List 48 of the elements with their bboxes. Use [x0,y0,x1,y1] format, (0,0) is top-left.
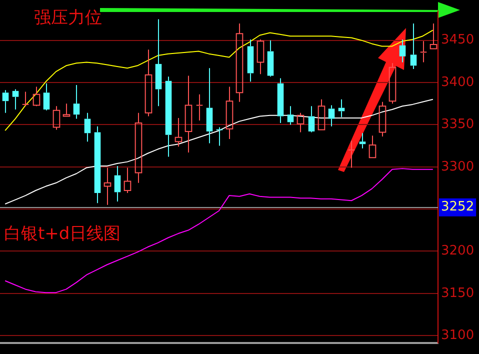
candlestick [368,135,376,158]
candlestick [84,112,91,142]
candlestick [236,22,244,102]
candlestick [165,76,172,158]
candlestick [124,167,132,194]
candlestick [2,90,9,114]
candlestick [328,104,335,127]
candlestick [94,126,101,204]
candlestick [296,112,304,133]
candlestick [155,18,162,107]
candlestick [287,106,294,126]
candlestick [267,40,274,78]
candlestick [22,91,30,107]
y-tick-label: 3450 [441,32,474,48]
candlestick [43,82,50,111]
candlestick [134,112,142,184]
candlestick [277,78,284,124]
candlestick [73,84,80,120]
candlestick [348,140,356,168]
candlestick [104,167,112,206]
candlestick [308,106,315,133]
candlestick [430,22,438,50]
candlestick [184,75,192,154]
y-tick-label: 3300 [441,159,474,174]
y-tick-label: 3200 [441,244,474,259]
annotation: 强压力位 [34,7,102,29]
candlestick [247,38,254,82]
candlestick [399,38,406,63]
candlestick [206,68,213,144]
y-tick-label: 3100 [441,328,474,343]
candlestick [144,49,152,117]
y-tick-label: 3400 [441,74,474,90]
candlestick [410,22,417,70]
ref-line-label: 3252 [441,200,474,215]
candlestick [52,106,60,130]
y-tick-label: 3350 [441,117,474,132]
candlestick [196,94,204,121]
annotation: 白银t+d日线图 [4,223,121,245]
candlestick [114,166,121,202]
candlestick [420,40,428,63]
candlestick [226,86,234,140]
candlestick [174,117,182,148]
y-tick-label: 3150 [441,286,474,301]
candlestick [62,103,70,117]
candlestick [216,126,224,146]
candlestick [256,38,264,75]
candlestick [12,88,19,110]
candlestick [359,132,366,149]
